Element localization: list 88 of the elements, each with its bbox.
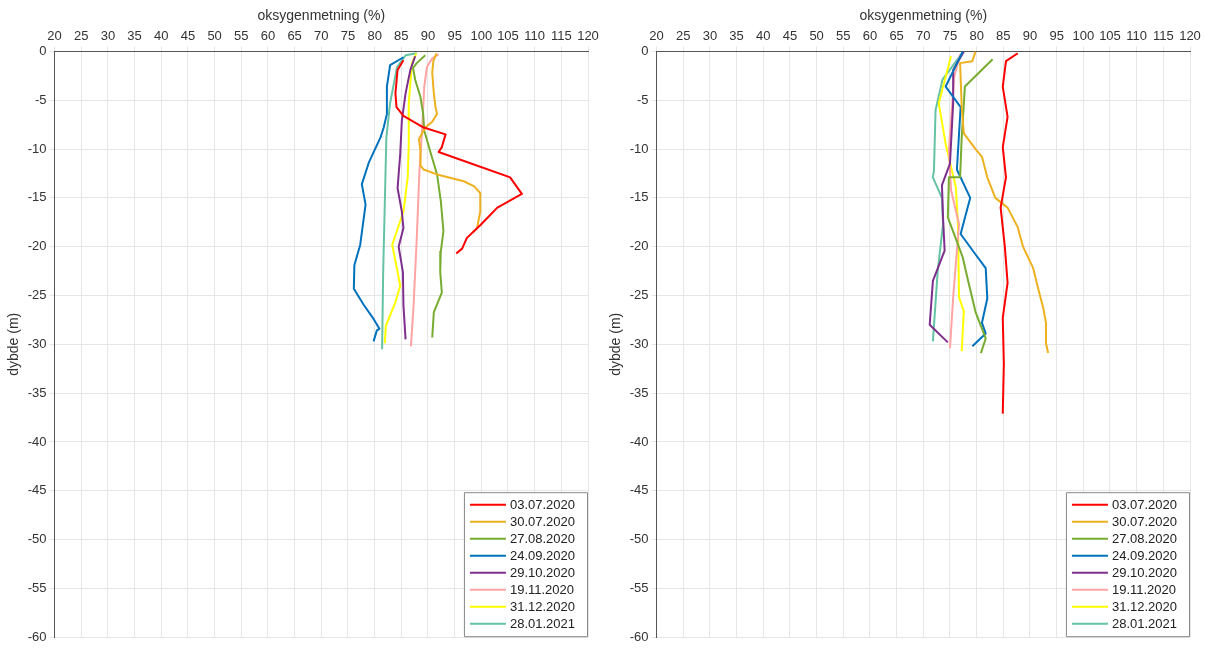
legend-label: 27.08.2020 <box>1111 531 1178 547</box>
y-tick-label: -25 <box>27 287 47 303</box>
x-tick-label: 50 <box>207 28 222 44</box>
legend-label: 31.12.2020 <box>1111 599 1178 615</box>
legend-label: 27.08.2020 <box>509 531 576 547</box>
x-tick-label: 35 <box>127 28 142 44</box>
y-tick-label: -50 <box>27 531 47 547</box>
x-tick-label: 65 <box>889 28 904 44</box>
legend-label: 03.07.2020 <box>1111 497 1178 513</box>
legend-label: 03.07.2020 <box>509 497 576 513</box>
x-tick-label: 45 <box>180 28 196 44</box>
y-tick-label: -35 <box>629 384 649 400</box>
x-tick-label: 30 <box>100 28 116 44</box>
y-tick-label: 0 <box>39 42 47 58</box>
x-tick-label: 105 <box>1099 28 1121 44</box>
y-tick-label: -60 <box>629 628 649 644</box>
x-tick-label: 40 <box>154 28 169 44</box>
y-tick-label: -20 <box>27 238 47 254</box>
y-tick-label: -15 <box>629 189 649 205</box>
x-tick-label: 100 <box>470 28 493 44</box>
x-tick-label: 55 <box>836 28 851 44</box>
x-tick-label: 20 <box>47 28 62 44</box>
y-tick-label: -30 <box>27 335 47 351</box>
x-tick-label: 85 <box>394 28 409 44</box>
legend-label: 30.07.2020 <box>1111 514 1178 530</box>
y-tick-label: -5 <box>35 91 47 107</box>
legend-label: 28.01.2021 <box>1111 616 1178 632</box>
x-tick-label: 90 <box>420 28 436 44</box>
x-tick-label: 85 <box>996 28 1011 44</box>
x-tick-label: 70 <box>314 28 329 44</box>
y-tick-label: -30 <box>629 335 649 351</box>
x-tick-label: 100 <box>1072 28 1095 44</box>
y-tick-label: -10 <box>27 140 47 156</box>
x-tick-label: 25 <box>676 28 691 44</box>
x-tick-label: 35 <box>729 28 744 44</box>
x-tick-label: 55 <box>234 28 249 44</box>
y-tick-label: -25 <box>629 287 649 303</box>
y-tick-label: -15 <box>27 189 47 205</box>
x-tick-label: 120 <box>1179 28 1201 44</box>
x-tick-label: 25 <box>74 28 89 44</box>
x-tick-label: 40 <box>756 28 771 44</box>
y-tick-label: -40 <box>27 433 47 449</box>
legend-label: 30.07.2020 <box>509 514 576 530</box>
legend-label: 28.01.2021 <box>509 616 576 632</box>
legend-label: 31.12.2020 <box>509 599 576 615</box>
x-tick-label: 105 <box>497 28 519 44</box>
y-tick-label: -50 <box>629 531 649 547</box>
x-tick-label: 80 <box>969 28 984 44</box>
x-tick-label: 65 <box>287 28 302 44</box>
x-tick-label: 50 <box>809 28 824 44</box>
x-tick-label: 110 <box>524 28 546 44</box>
x-tick-label: 90 <box>1022 28 1038 44</box>
x-tick-label: 45 <box>782 28 798 44</box>
x-tick-label: 30 <box>702 28 718 44</box>
x-tick-label: 60 <box>862 28 878 44</box>
y-tick-label: -60 <box>27 628 47 644</box>
x-tick-label: 75 <box>340 28 356 44</box>
x-tick-label: 95 <box>447 28 462 44</box>
x-tick-label: 75 <box>942 28 958 44</box>
x-axis-title: oksygenmetning (%) <box>859 7 988 24</box>
x-axis-title: oksygenmetning (%) <box>257 7 386 24</box>
y-tick-label: -20 <box>629 238 649 254</box>
y-tick-label: -55 <box>629 579 649 595</box>
y-axis-title: dybde (m) <box>5 312 22 376</box>
x-tick-label: 95 <box>1049 28 1064 44</box>
x-tick-label: 60 <box>260 28 276 44</box>
legend-label: 29.10.2020 <box>1111 565 1178 581</box>
y-tick-label: -55 <box>27 579 47 595</box>
legend-label: 24.09.2020 <box>509 548 576 564</box>
x-tick-label: 70 <box>916 28 931 44</box>
x-tick-label: 115 <box>1152 28 1174 44</box>
y-axis-title: dybde (m) <box>607 312 624 376</box>
y-tick-label: 0 <box>641 42 649 58</box>
legend-label: 19.11.2020 <box>509 582 575 598</box>
legend-label: 29.10.2020 <box>509 565 576 581</box>
y-tick-label: -5 <box>637 91 649 107</box>
y-tick-label: -45 <box>27 482 47 498</box>
x-tick-label: 110 <box>1126 28 1148 44</box>
legend-label: 24.09.2020 <box>1111 548 1178 564</box>
x-tick-label: 120 <box>577 28 599 44</box>
y-tick-label: -40 <box>629 433 649 449</box>
legend-label: 19.11.2020 <box>1111 582 1177 598</box>
y-tick-label: -45 <box>629 482 649 498</box>
x-tick-label: 80 <box>367 28 382 44</box>
x-tick-label: 115 <box>550 28 572 44</box>
x-tick-label: 20 <box>649 28 664 44</box>
y-tick-label: -10 <box>629 140 649 156</box>
y-tick-label: -35 <box>27 384 47 400</box>
